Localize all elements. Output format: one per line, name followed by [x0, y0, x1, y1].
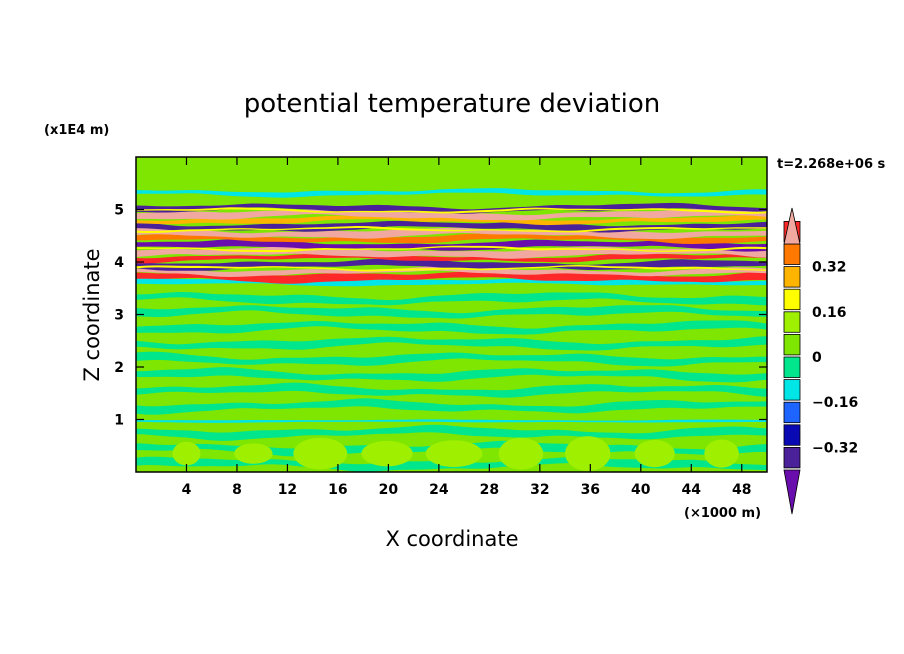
x-tick-label: 48: [732, 482, 751, 498]
field-layer-low: [136, 382, 767, 398]
y-axis: 1 2 3 4 5: [114, 203, 767, 429]
x-axis: 4 8 12 16 20 24 28 32 36 40 44 48: [182, 157, 752, 498]
field-layer-low: [136, 351, 767, 367]
x-tick-label: 16: [328, 482, 347, 498]
field-layer-low: [136, 305, 767, 319]
x-tick-label: 20: [379, 482, 399, 498]
y-unit-label: (x1E4 m): [44, 123, 109, 138]
x-unit-label: (×1000 m): [684, 506, 761, 521]
time-label: t=2.268e+06 s: [777, 157, 886, 172]
field-accent: [136, 265, 767, 272]
x-tick-label: 40: [631, 482, 651, 498]
field-blob: [634, 439, 675, 468]
field-layer-strong: [136, 208, 767, 221]
colorbar-box: [783, 333, 801, 356]
field-layer-top: [136, 166, 767, 190]
y-tick-label: 1: [114, 413, 124, 429]
colorbar-arrow-bottom: [783, 469, 801, 515]
field-layer-strong: [136, 252, 767, 264]
field-layer-aqua: [136, 188, 767, 198]
field-blob: [172, 441, 201, 466]
y-tick-label: 5: [114, 203, 124, 219]
field-blob: [293, 437, 348, 470]
field-layer-low: [136, 367, 767, 383]
colorbar-box: [783, 266, 801, 288]
plot-area: [136, 157, 767, 472]
x-tick-label: 44: [682, 482, 702, 498]
y-tick-label: 3: [114, 308, 124, 324]
field-layer-low: [136, 398, 767, 415]
field-blob: [565, 436, 611, 472]
colorbar-box: [783, 401, 801, 424]
field-layer-low: [136, 320, 767, 335]
field-layer-strong: [136, 214, 767, 226]
x-tick-label: 36: [581, 482, 600, 498]
field-layer-strong: [136, 239, 767, 252]
x-tick-label: 4: [182, 482, 192, 498]
colorbar-box: [783, 356, 801, 378]
colorbar-label: 0.16: [812, 305, 847, 321]
y-axis-label: Z coordinate: [80, 248, 104, 381]
colorbar: 0.32 0.16 0 −0.16 −0.32: [783, 207, 858, 515]
colorbar-box: [783, 424, 801, 446]
field-blob: [704, 439, 739, 468]
field-accent: [136, 226, 767, 234]
y-tick-label: 2: [114, 360, 124, 376]
field-accent: [136, 245, 767, 253]
x-axis-label: X coordinate: [385, 527, 518, 551]
x-tick-label: 32: [530, 482, 549, 498]
field-layer-strong: [136, 266, 767, 277]
field-line-z1: [136, 419, 767, 423]
field-accent: [136, 207, 767, 214]
colorbar-box: [783, 446, 801, 469]
x-tick-label: 12: [278, 482, 297, 498]
colorbar-box: [783, 311, 801, 333]
field-layer-strong: [136, 202, 767, 214]
field-blob: [498, 437, 544, 470]
field-layer-low: [136, 336, 767, 351]
colorbar-label: −0.32: [812, 440, 858, 456]
colorbar-label: 0: [812, 350, 822, 366]
field-blob: [234, 443, 273, 464]
colorbar-box: [783, 379, 801, 401]
field-layer-low: [136, 292, 767, 306]
colorbar-label: 0.32: [812, 260, 847, 276]
x-tick-label: 24: [429, 482, 449, 498]
colorbar-arrow-top: [783, 207, 801, 245]
colorbar-box: [783, 288, 801, 311]
colorbar-box: [783, 243, 801, 265]
chart-title: potential temperature deviation: [244, 89, 660, 119]
x-tick-label: 8: [232, 482, 242, 498]
field-blob: [425, 440, 483, 467]
field-blob: [361, 440, 413, 467]
field-layer-strong: [136, 227, 767, 240]
colorbar-label: −0.16: [812, 395, 858, 411]
y-tick-label: 4: [114, 255, 124, 271]
x-tick-label: 28: [480, 482, 499, 498]
field-layer-low: [136, 424, 767, 441]
